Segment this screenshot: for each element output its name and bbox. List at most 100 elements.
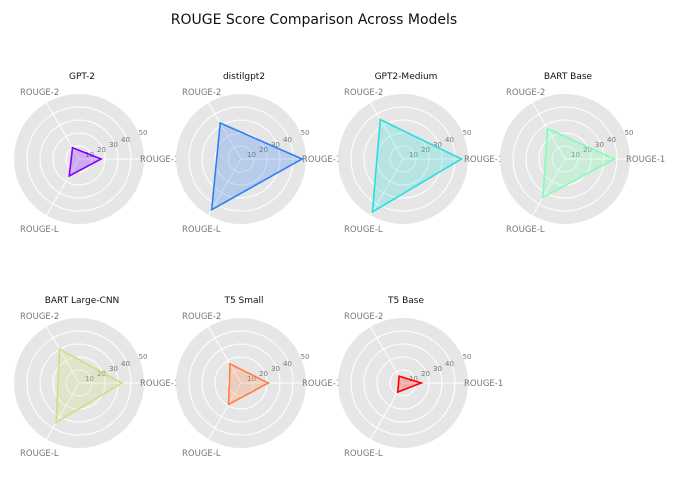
data-point-rouge-l <box>227 403 230 406</box>
axis-label-rouge-l: ROUGE-L <box>182 225 221 235</box>
data-point-rouge-1 <box>301 158 303 160</box>
spoke-rouge-2 <box>532 102 566 160</box>
spoke-rouge-2 <box>46 102 80 160</box>
spoke-rouge-2 <box>46 326 80 384</box>
data-point-rouge-l <box>55 421 58 424</box>
spoke-rouge-2 <box>370 326 404 384</box>
data-point-rouge-2 <box>58 348 61 351</box>
tick-label: 20 <box>259 370 268 378</box>
tick-label: 40 <box>283 136 292 144</box>
tick-label: 30 <box>271 365 280 373</box>
tick-label: 40 <box>283 360 292 368</box>
series-polygon-bart-base <box>542 127 617 199</box>
axis-label-rouge-2: ROUGE-2 <box>506 88 545 98</box>
data-point-rouge-1 <box>420 382 423 384</box>
subplot-title: distilgpt2 <box>223 72 265 82</box>
axis-label-rouge-1: ROUGE-1 <box>302 379 341 389</box>
tick-label: 20 <box>97 370 106 378</box>
tick-label: 50 <box>301 353 310 361</box>
tick-label: 30 <box>595 141 604 149</box>
tick-label: 10 <box>247 151 256 159</box>
data-point-rouge-2 <box>219 122 221 124</box>
tick-label: 50 <box>139 129 148 137</box>
tick-label: 50 <box>301 129 310 137</box>
axis-label-rouge-2: ROUGE-2 <box>182 312 221 322</box>
data-point-rouge-1 <box>121 382 123 384</box>
axis-label-rouge-2: ROUGE-2 <box>182 88 221 98</box>
tick-label: 40 <box>607 136 616 144</box>
tick-label: 30 <box>433 141 442 149</box>
tick-label: 30 <box>433 365 442 373</box>
series-polygon-t5-small <box>227 362 271 406</box>
axis-label-rouge-l: ROUGE-L <box>506 225 545 235</box>
data-point-rouge-2 <box>71 146 74 149</box>
chart-title: ROUGE Score Comparison Across Models <box>171 12 457 28</box>
axis-label-rouge-l: ROUGE-L <box>20 225 59 235</box>
data-point-rouge-2 <box>546 127 549 130</box>
tick-label: 30 <box>109 365 118 373</box>
axis-label-rouge-1: ROUGE-1 <box>464 155 503 165</box>
spoke-rouge-l <box>532 158 566 216</box>
tick-label: 30 <box>271 141 280 149</box>
data-point-rouge-2 <box>379 118 382 121</box>
tick-label: 40 <box>445 136 454 144</box>
tick-label: 30 <box>109 141 118 149</box>
data-point-rouge-l <box>210 208 213 211</box>
tick-label: 50 <box>463 129 472 137</box>
tick-label: 10 <box>409 375 418 383</box>
tick-label: 50 <box>625 129 634 137</box>
tick-label: 10 <box>409 151 418 159</box>
axis-label-rouge-l: ROUGE-L <box>344 449 383 459</box>
axis-label-rouge-l: ROUGE-L <box>182 449 221 459</box>
axis-label-rouge-l: ROUGE-L <box>20 449 59 459</box>
spoke-rouge-l <box>370 158 404 216</box>
tick-label: 20 <box>583 146 592 154</box>
axis-label-rouge-1: ROUGE-1 <box>626 155 665 165</box>
axis-label-rouge-2: ROUGE-2 <box>20 312 59 322</box>
tick-label: 40 <box>445 360 454 368</box>
axis-label-rouge-1: ROUGE-1 <box>464 379 503 389</box>
axis-label-rouge-1: ROUGE-1 <box>302 155 341 165</box>
data-point-rouge-l <box>542 196 544 199</box>
tick-label: 20 <box>421 370 430 378</box>
data-point-rouge-2 <box>229 363 231 365</box>
series-polygon-distilgpt2 <box>210 121 304 212</box>
radar-panels: 1020304050ROUGE-1ROUGE-2ROUGE-LGPT-21020… <box>14 72 665 459</box>
spoke-rouge-l <box>46 158 80 216</box>
data-point-rouge-1 <box>613 158 616 160</box>
axis-label-rouge-2: ROUGE-2 <box>20 88 59 98</box>
spoke-rouge-l <box>208 158 242 216</box>
tick-label: 40 <box>121 136 130 144</box>
data-point-rouge-1 <box>460 158 463 160</box>
axis-label-rouge-1: ROUGE-1 <box>140 155 179 165</box>
spoke-rouge-l <box>208 382 242 440</box>
subplot-title: GPT-2 <box>69 72 95 82</box>
tick-label: 20 <box>421 146 430 154</box>
spoke-rouge-2 <box>208 326 242 384</box>
subplot-title: T5 Base <box>387 296 424 306</box>
axis-label-rouge-2: ROUGE-2 <box>344 312 383 322</box>
spoke-rouge-2 <box>208 102 242 160</box>
series-polygon-bart-large-cnn <box>55 347 124 424</box>
data-point-rouge-l <box>397 391 399 393</box>
subplot-title: T5 Small <box>223 296 263 306</box>
spoke-rouge-2 <box>370 102 404 160</box>
tick-label: 10 <box>571 151 580 159</box>
tick-label: 10 <box>85 375 94 383</box>
data-point-rouge-l <box>371 211 374 213</box>
series-polygon-gpt-2 <box>68 146 104 178</box>
spoke-rouge-l <box>46 382 80 440</box>
tick-label: 10 <box>247 375 256 383</box>
subplot-title: BART Large-CNN <box>45 296 120 306</box>
data-point-rouge-l <box>68 175 71 177</box>
tick-label: 20 <box>97 146 106 154</box>
axis-label-rouge-l: ROUGE-L <box>344 225 383 235</box>
tick-label: 50 <box>463 353 472 361</box>
subplot-title: GPT2-Medium <box>375 72 438 82</box>
